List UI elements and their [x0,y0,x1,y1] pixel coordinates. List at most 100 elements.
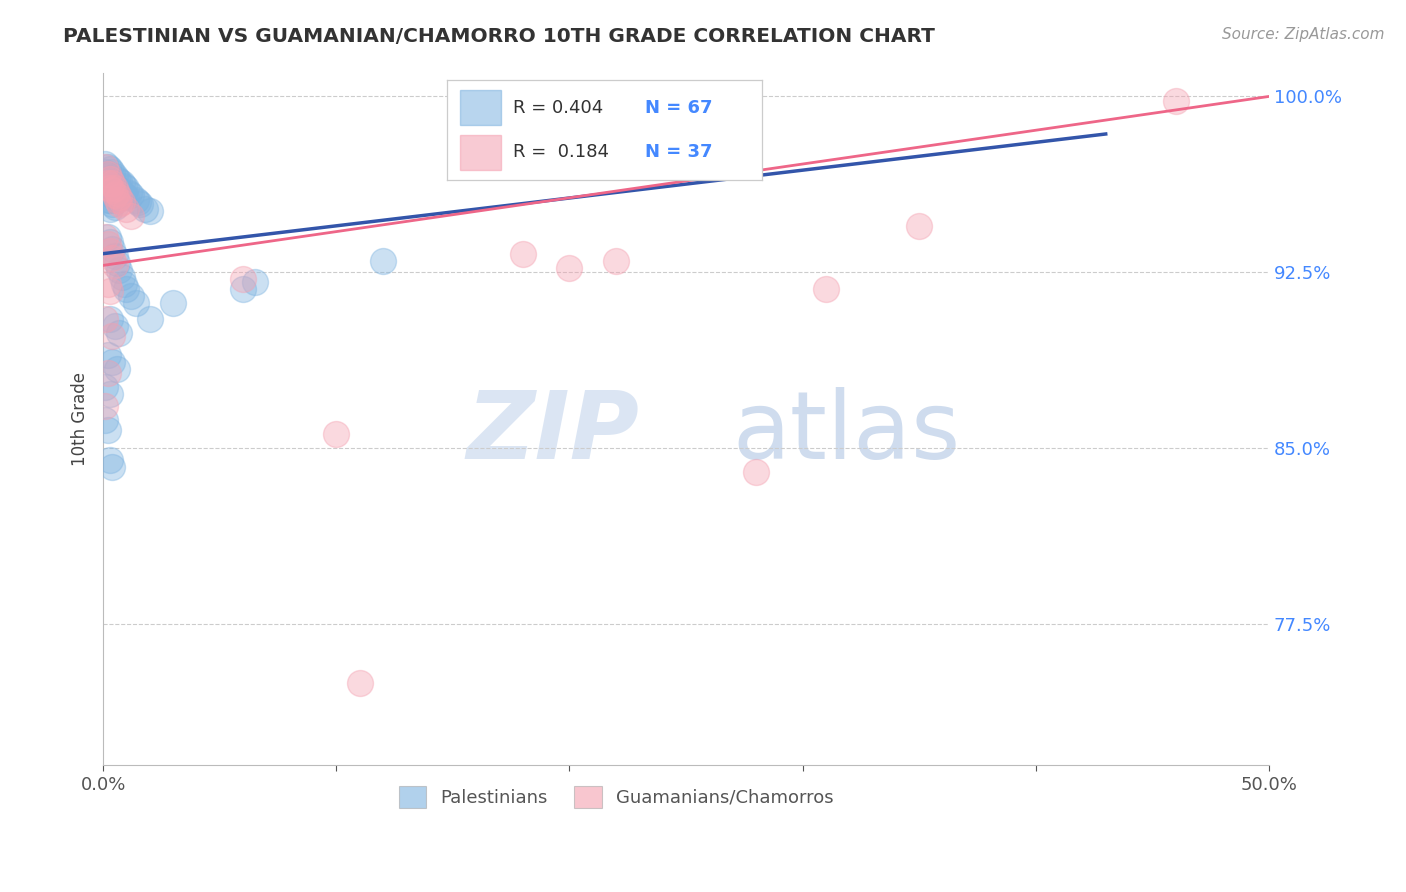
Point [908,219,931,233]
Point [97,367,120,381]
Point [104,190,127,204]
Point [558,260,581,275]
Point [98,171,121,186]
Text: Source: ZipAtlas.com: Source: ZipAtlas.com [1222,27,1385,42]
Point [98,171,121,186]
Point [101,197,124,211]
Point [104,200,127,214]
Point [814,282,837,296]
Point [98,193,121,207]
Point [232,282,254,296]
Point [98,183,121,197]
Point [111,176,134,190]
Point [101,183,124,197]
Point [125,193,148,207]
Point [105,256,128,270]
Point [97,176,120,190]
Point [127,195,149,210]
Point [104,188,127,202]
Point [97,176,120,190]
Point [112,178,135,193]
Y-axis label: 10th Grade: 10th Grade [72,372,89,467]
Point [94,160,117,174]
Point [101,328,124,343]
Point [745,465,768,479]
Point [104,169,127,184]
Point [98,244,121,259]
Point [139,204,162,219]
Point [98,235,121,249]
Point [98,312,121,326]
Point [97,193,120,207]
Point [108,183,131,197]
Point [105,186,128,200]
Point [105,193,128,207]
Point [118,186,141,200]
Point [111,195,134,210]
Point [101,188,124,202]
Point [120,289,142,303]
Point [104,181,127,195]
Point [98,387,121,401]
Point [111,270,134,285]
Point [98,181,121,195]
Legend: Palestinians, Guamanians/Chamorros: Palestinians, Guamanians/Chamorros [391,779,841,815]
Point [97,237,120,252]
Point [605,253,627,268]
Point [162,296,184,310]
Point [1164,94,1187,108]
Point [108,174,131,188]
Point [97,167,120,181]
Point [101,242,124,256]
Point [94,230,117,244]
Point [105,361,128,376]
Point [94,312,117,326]
Point [371,253,394,268]
Point [112,277,135,292]
Point [325,427,347,442]
Point [108,263,131,277]
Point [94,413,117,427]
Point [98,162,121,177]
Point [134,202,156,216]
Point [111,186,134,200]
Point [97,423,120,437]
Point [101,354,124,368]
Point [97,277,120,292]
Point [101,176,124,190]
Point [101,252,124,266]
Point [105,193,128,207]
Point [232,272,254,286]
Point [97,347,120,361]
Point [115,202,138,216]
Point [98,453,121,467]
Point [129,197,152,211]
Point [104,178,127,193]
Point [97,160,120,174]
Point [112,188,135,202]
Point [94,164,117,178]
Text: PALESTINIAN VS GUAMANIAN/CHAMORRO 10TH GRADE CORRELATION CHART: PALESTINIAN VS GUAMANIAN/CHAMORRO 10TH G… [63,27,935,45]
Point [94,157,117,171]
Point [101,176,124,190]
Point [101,460,124,475]
Point [120,188,142,202]
Point [94,171,117,186]
Point [104,249,127,263]
Text: atlas: atlas [733,387,960,479]
Point [98,284,121,298]
Point [105,171,128,186]
Point [243,275,266,289]
Point [115,190,138,204]
Point [349,676,371,690]
Point [512,246,534,260]
Point [108,326,131,341]
Point [139,312,162,326]
Point [108,197,131,211]
Point [94,380,117,394]
Point [98,202,121,216]
Point [97,186,120,200]
Point [120,209,142,223]
Point [108,190,131,204]
Point [94,399,117,413]
